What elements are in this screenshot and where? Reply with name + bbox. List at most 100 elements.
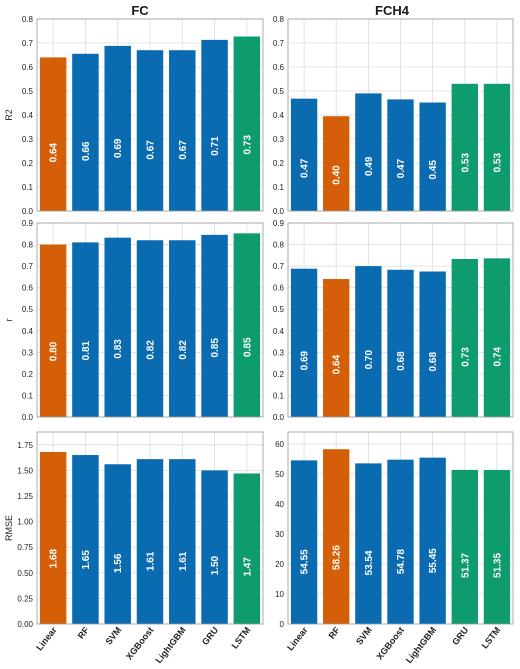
- column-title-fc: FC: [131, 3, 149, 18]
- y-tick-label: 0.0: [22, 207, 34, 216]
- panel-frame: [36, 222, 264, 418]
- value-label: 0.66: [81, 141, 92, 161]
- value-label: 1.61: [178, 551, 189, 571]
- y-tick-label: 0.5: [273, 87, 285, 96]
- bar-linear: [39, 244, 67, 417]
- value-label: 0.64: [49, 142, 60, 162]
- panel-4: 0.0 0.1 0.2 0.3 0.4 0.5 0.6 0.7 0.8 0.9 0.69 0.64 0.…: [273, 219, 514, 422]
- bar-gru: [201, 234, 228, 417]
- y-tick-label: 1.00: [17, 518, 33, 527]
- y-axis-label: R2: [4, 109, 14, 121]
- bar-gru: [451, 469, 478, 624]
- y-tick-label: 0.3: [273, 135, 285, 144]
- y-tick-label: 1.25: [17, 492, 33, 501]
- panel-1: 0.0 0.1 0.2 0.3 0.4 0.5 0.6 0.7 0.8 0.64 0.66 0.69 0…: [4, 15, 264, 216]
- value-label: 0.45: [428, 160, 439, 180]
- y-tick-label: 1.50: [17, 466, 33, 475]
- bar-rf: [323, 116, 350, 211]
- value-label: 51.37: [460, 552, 471, 577]
- y-tick-label: 0.6: [273, 284, 285, 293]
- y-tick-label: 60: [275, 440, 284, 449]
- y-tick-label: 0.3: [22, 135, 34, 144]
- value-label: 0.82: [146, 340, 157, 360]
- bar-xgboost: [136, 50, 164, 212]
- bar-xgboost: [136, 240, 164, 417]
- x-tick-label: Linear: [285, 625, 310, 653]
- y-tick-label: 0.4: [22, 111, 34, 120]
- y-tick-label: 0.2: [22, 159, 34, 168]
- value-label: 0.53: [492, 152, 503, 172]
- bar-gru: [451, 258, 478, 417]
- bar-svm: [355, 266, 382, 417]
- value-label: 1.47: [242, 557, 253, 577]
- value-label: 0.67: [146, 140, 157, 160]
- bar-lightgbm: [419, 457, 446, 624]
- y-tick-label: 0.8: [273, 241, 285, 250]
- value-label: 0.83: [113, 339, 124, 359]
- bar-svm: [104, 464, 131, 624]
- y-tick-label: 0.7: [22, 39, 34, 48]
- value-label: 0.68: [396, 351, 407, 371]
- x-tick-label: LSTM: [480, 625, 503, 650]
- y-tick-label: 0.7: [273, 262, 285, 271]
- panel-frame: [287, 431, 514, 625]
- value-label: 1.50: [210, 555, 221, 575]
- y-axis-label: RMSE: [4, 515, 14, 541]
- bar-svm: [355, 463, 382, 624]
- value-label: 0.80: [49, 341, 60, 361]
- bar-lstm: [483, 469, 511, 624]
- y-tick-label: 0: [280, 620, 285, 629]
- bar-lstm: [233, 473, 261, 624]
- x-tick-label: LightGBM: [404, 625, 438, 665]
- bar-rf: [72, 242, 99, 417]
- value-label: 0.64: [332, 354, 343, 374]
- bar-rf: [72, 53, 99, 211]
- x-tick-label: RF: [76, 625, 92, 641]
- y-tick-label: 0.9: [273, 219, 285, 228]
- panel-frame: [36, 18, 264, 212]
- value-label: 0.74: [492, 347, 503, 367]
- x-tick-label: RF: [327, 625, 343, 641]
- value-label: 0.85: [242, 337, 253, 357]
- bar-svm: [355, 93, 382, 211]
- y-tick-label: 0.4: [22, 327, 34, 336]
- panel-3: 0.0 0.1 0.2 0.3 0.4 0.5 0.6 0.7 0.8 0.9 0.80 0.81 0.…: [4, 219, 264, 422]
- y-tick-label: 0.1: [273, 183, 285, 192]
- y-tick-label: 1.75: [17, 441, 33, 450]
- bar-xgboost: [387, 269, 414, 417]
- value-label: 0.49: [364, 156, 375, 176]
- y-tick-label: 0.6: [22, 63, 34, 72]
- value-label: 0.40: [332, 165, 343, 185]
- x-tick-label: XGBoost: [124, 625, 156, 662]
- value-label: 0.71: [210, 136, 221, 156]
- value-label: 0.85: [210, 338, 221, 358]
- y-tick-label: 0.7: [22, 262, 34, 271]
- value-label: 58.26: [332, 545, 343, 570]
- y-tick-label: 0.8: [273, 15, 285, 24]
- value-label: 0.47: [300, 158, 311, 178]
- y-tick-label: 0.50: [17, 569, 33, 578]
- y-tick-label: 0.0: [273, 413, 285, 422]
- panel-6: 0 10 20 30 40 50 60 54.55 58.26 53.54 54.78 55.45 51…: [275, 431, 514, 665]
- y-tick-label: 0.00: [17, 620, 33, 629]
- y-tick-label: 0.0: [22, 413, 34, 422]
- bar-lstm: [233, 233, 261, 417]
- bar-xgboost: [136, 459, 164, 624]
- value-label: 51.35: [492, 553, 503, 578]
- panel-frame: [287, 222, 514, 418]
- bar-lightgbm: [419, 102, 446, 211]
- y-axis-label: r: [4, 319, 14, 322]
- y-tick-label: 0.6: [273, 63, 285, 72]
- bar-linear: [290, 98, 318, 211]
- bar-gru: [451, 83, 478, 211]
- value-label: 0.68: [428, 352, 439, 372]
- value-label: 0.70: [364, 349, 375, 369]
- y-tick-label: 0.2: [273, 370, 285, 379]
- x-tick-label: LSTM: [229, 625, 252, 650]
- bar-rf: [72, 455, 99, 624]
- y-tick-label: 0.3: [273, 348, 285, 357]
- bar-lstm: [233, 36, 261, 211]
- y-tick-label: 0.4: [273, 111, 285, 120]
- value-label: 1.61: [146, 551, 157, 571]
